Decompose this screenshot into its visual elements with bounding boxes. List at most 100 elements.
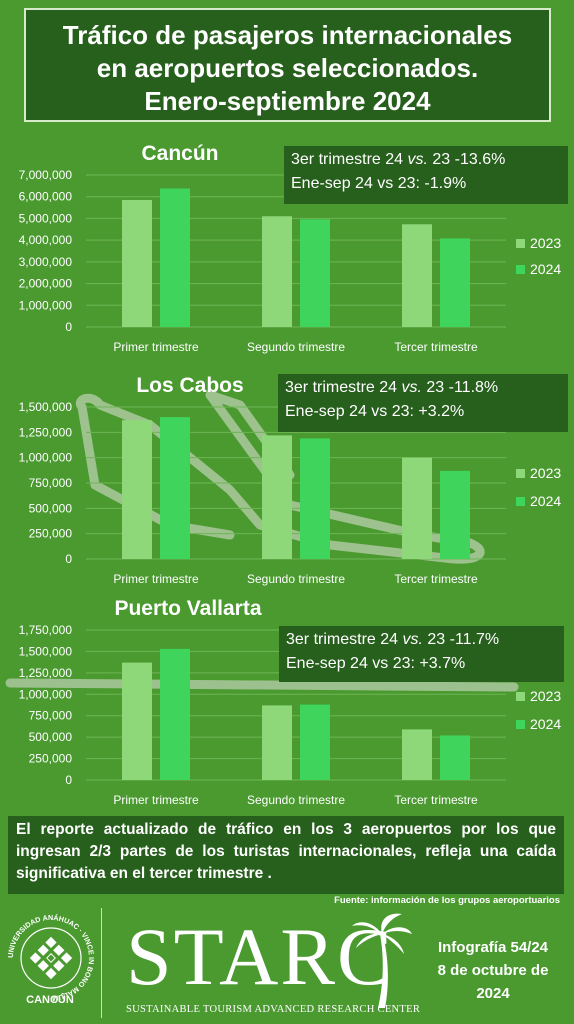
y-tick-label: 250,000 [29,527,73,541]
bar-2024-1 [160,188,190,327]
stat-prefix: 3er trimestre 24 [286,631,403,648]
stat-vs: vs. [402,631,423,648]
y-tick-label: 4,000,000 [19,233,73,247]
bar-2023-3 [402,224,432,327]
y-tick-label: 750,000 [29,476,73,490]
info-date: 8 de octubre de [437,962,549,979]
x-tick-label: Segundo trimestre [247,793,345,807]
infographic-info: Infografía 54/24 8 de octubre de 2024 [418,936,568,1005]
bar-2024-2 [300,219,330,327]
university-name: CANCÚN [26,994,74,1006]
scribble-decoration [5,678,519,692]
stat-quarter-change: 3er trimestre 24 vs. 23 -13.6% [291,148,561,172]
los-cabos-stat-box: 3er trimestre 24 vs. 23 -11.8% Ene-sep 2… [278,374,568,432]
puerto-vallarta-stat-box: 3er trimestre 24 vs. 23 -11.7% Ene-sep 2… [279,626,564,682]
bar-2023-3 [402,729,432,780]
bar-2024-2 [300,704,330,780]
y-tick-label: 1,500,000 [19,400,73,414]
y-tick-label: 0 [65,320,72,334]
chart-title: Los Cabos [136,374,243,397]
starc-logo-text: STARC [126,911,394,1002]
y-tick-label: 500,000 [29,730,73,744]
y-tick-label: 1,750,000 [19,623,73,637]
y-tick-label: 0 [65,773,72,787]
stat-vs: vs. [407,151,428,168]
stat-quarter-change: 3er trimestre 24 vs. 23 -11.7% [286,628,557,652]
stat-vs: vs. [401,379,422,396]
title-line-2: en aeropuertos seleccionados. [96,53,479,83]
y-tick-label: 5,000,000 [19,211,73,225]
bar-2023-2 [262,705,292,780]
stat-year-change: Ene-sep 24 vs 23: +3.2% [285,403,465,420]
y-tick-label: 1,500,000 [19,644,73,658]
palm-tree-icon [352,913,412,1008]
bar-2024-2 [300,438,330,559]
legend-swatch-2023 [516,469,525,478]
legend-swatch-2024 [516,265,525,274]
stat-year-change: Ene-sep 24 vs 23: -1.9% [291,175,467,192]
puerto-vallarta-chart: Puerto Vallarta 0 250,000 500,000 750,000 1,… [5,597,561,807]
x-tick-label: Segundo trimestre [247,572,345,586]
cancun-stat-box: 3er trimestre 24 vs. 23 -13.6% Ene-sep 2… [284,146,568,204]
legend-label-2023: 2023 [530,235,561,251]
x-tick-label: Tercer trimestre [394,793,478,807]
legend-swatch-2024 [516,720,525,729]
stat-suffix: 23 -11.8% [421,379,499,396]
legend-label-2024: 2024 [530,261,561,277]
y-tick-label: 1,000,000 [19,298,73,312]
stat-suffix: 23 -11.7% [422,631,500,648]
bar-2023-2 [262,216,292,327]
cancun-chart: Cancún 0 1,000,000 2,000,000 3,000,000 4,000… [19,142,562,354]
stat-quarter-change: 3er trimestre 24 vs. 23 -11.8% [285,376,561,400]
y-tick-label: 0 [65,552,72,566]
bar-2023-3 [402,457,432,559]
bar-2023-1 [122,662,152,780]
infographic-title: Tráfico de pasajeros internacionales en … [24,8,551,122]
chart-title: Cancún [141,142,218,165]
legend-label-2024: 2024 [530,493,561,509]
footer-divider [101,908,102,1018]
x-tick-label: Primer trimestre [113,340,199,354]
y-tick-label: 1,250,000 [19,666,73,680]
x-tick-label: Segundo trimestre [247,340,345,354]
legend-label-2024: 2024 [530,716,561,732]
bar-2024-3 [440,238,470,327]
y-tick-label: 7,000,000 [19,168,73,182]
y-tick-label: 6,000,000 [19,190,73,204]
stat-year-change: Ene-sep 24 vs 23: +3.7% [286,655,466,672]
bar-2024-1 [160,648,190,780]
x-tick-label: Primer trimestre [113,793,199,807]
bar-2024-3 [440,470,470,559]
stat-prefix: 3er trimestre 24 [291,151,408,168]
stat-prefix: 3er trimestre 24 [285,379,402,396]
y-tick-label: 1,000,000 [19,687,73,701]
bar-2024-3 [440,735,470,780]
info-number: Infografía 54/24 [437,939,549,956]
bar-2024-1 [160,417,190,559]
bar-2023-1 [122,199,152,327]
title-line-3: Enero-septiembre 2024 [144,86,431,116]
legend-label-2023: 2023 [530,465,561,481]
y-tick-label: 2,000,000 [19,277,73,291]
y-tick-label: 1,250,000 [19,425,73,439]
anahuac-logo-icon: UNIVERSIDAD ANÁHUAC · VINCE IN BONO MALU… [6,913,96,1003]
y-tick-label: 1,000,000 [19,451,73,465]
title-line-1: Tráfico de pasajeros internacionales [62,20,513,50]
info-year: 2024 [476,985,510,1002]
bar-2023-2 [262,435,292,559]
x-tick-label: Primer trimestre [113,572,199,586]
y-tick-label: 500,000 [29,501,73,515]
bar-2023-1 [122,420,152,559]
stat-suffix: 23 -13.6% [427,151,506,168]
summary-text: El reporte actualizado de tráfico en los… [8,816,564,894]
legend-label-2023: 2023 [530,688,561,704]
los-cabos-chart: Los Cabos 0 250,000 500,000 750,000 1,000,00… [19,374,562,586]
y-tick-label: 250,000 [29,752,73,766]
x-tick-label: Tercer trimestre [394,340,478,354]
y-tick-label: 750,000 [29,709,73,723]
legend-swatch-2023 [516,692,525,701]
starc-subtitle: SUSTAINABLE TOURISM ADVANCED RESEARCH CE… [126,1004,421,1015]
legend-swatch-2024 [516,497,525,506]
chart-title: Puerto Vallarta [114,597,261,620]
source-note: Fuente: información de los grupos aeropo… [334,895,560,906]
